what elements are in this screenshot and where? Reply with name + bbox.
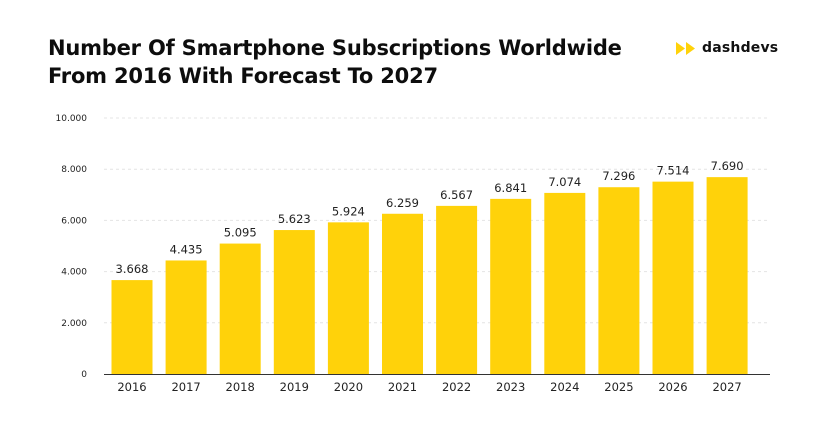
- y-tick-label: 8.000: [61, 165, 87, 175]
- bar-2026: [652, 181, 694, 374]
- value-label-2026: 7.514: [657, 164, 690, 178]
- x-axis-ticks: 2016 2017 2018 2019 2020 2021 2022 2023 2024 2025…: [117, 380, 741, 394]
- x-tick-label-2020: 2020: [334, 380, 363, 394]
- y-tick-label: 4.000: [61, 268, 87, 278]
- x-tick-label-2023: 2023: [496, 380, 525, 394]
- x-tick-label-2022: 2022: [442, 380, 471, 394]
- x-tick-label-2018: 2018: [226, 380, 255, 394]
- x-tick-label-2021: 2021: [388, 380, 417, 394]
- x-tick-label-2016: 2016: [117, 380, 146, 394]
- bar-2018: [219, 243, 261, 374]
- bar-2019: [273, 230, 315, 374]
- value-label-2016: 3.668: [116, 262, 149, 276]
- x-tick-label-2019: 2019: [280, 380, 309, 394]
- value-label-2022: 6.567: [440, 188, 473, 202]
- x-tick-label-2024: 2024: [550, 380, 579, 394]
- value-label-2018: 5.095: [224, 226, 257, 240]
- bar-2027: [706, 177, 748, 374]
- y-tick-label: 6.000: [61, 216, 87, 226]
- bar-2020: [327, 222, 369, 374]
- brand-name: dashdevs: [702, 40, 779, 56]
- bar-2023: [490, 198, 532, 374]
- chart-title-line-1: Number Of Smartphone Subscriptions World…: [48, 36, 622, 60]
- chart-title-line-2: From 2016 With Forecast To 2027: [48, 64, 438, 88]
- x-tick-label-2017: 2017: [171, 380, 200, 394]
- value-labels: 3.668 4.435 5.095 5.623 5.924 6.259 6.567 6.841…: [116, 159, 744, 276]
- value-label-2017: 4.435: [170, 242, 203, 256]
- y-tick-label: 10.000: [56, 114, 88, 124]
- bars: [111, 177, 748, 374]
- value-label-2019: 5.623: [278, 212, 311, 226]
- x-tick-label-2025: 2025: [604, 380, 633, 394]
- value-label-2024: 7.074: [548, 175, 581, 189]
- bar-2017: [165, 260, 207, 374]
- bar-2016: [111, 280, 153, 374]
- y-axis-ticks: 0 2.000 4.000 6.000 8.000 10.000: [56, 114, 88, 380]
- value-label-2023: 6.841: [494, 181, 527, 195]
- value-label-2025: 7.296: [602, 169, 635, 183]
- bar-2022: [436, 205, 478, 374]
- bar-2025: [598, 187, 640, 374]
- value-label-2027: 7.690: [711, 159, 744, 173]
- x-tick-label-2027: 2027: [712, 380, 741, 394]
- bar-2024: [544, 192, 586, 374]
- x-tick-label-2026: 2026: [658, 380, 687, 394]
- y-tick-label: 2.000: [61, 319, 87, 329]
- chart-title: Number Of Smartphone Subscriptions World…: [48, 34, 668, 90]
- y-tick-label: 0: [81, 370, 87, 380]
- double-play-icon: [676, 41, 696, 55]
- bar-2021: [382, 213, 423, 374]
- value-label-2020: 5.924: [332, 204, 365, 218]
- value-label-2021: 6.259: [386, 196, 419, 210]
- brand-logo: dashdevs: [676, 40, 778, 56]
